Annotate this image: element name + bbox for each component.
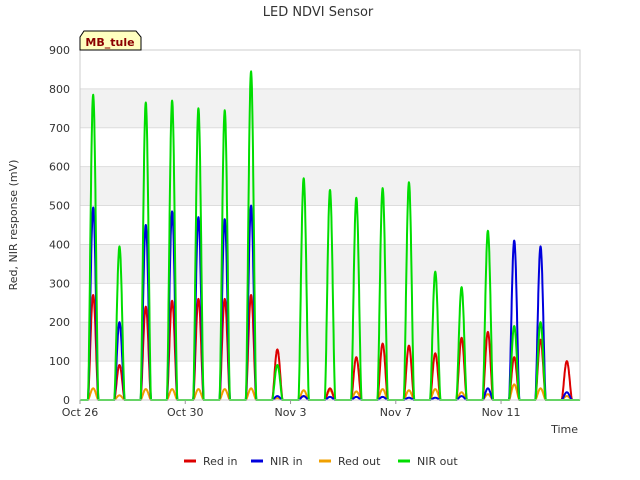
legend-label-red-out: Red out [338, 455, 381, 468]
y-tick-label: 700 [49, 122, 70, 135]
plot-band [80, 50, 580, 89]
plot-band [80, 205, 580, 245]
y-tick-label: 600 [49, 161, 70, 174]
legend-label-nir-out: NIR out [417, 455, 458, 468]
y-tick-label: 800 [49, 83, 70, 96]
badge-shape [79, 30, 142, 51]
station-badge: MB_tule [79, 30, 142, 51]
x-tick-label: Nov 3 [275, 406, 307, 419]
x-axis-ticks: Oct 26 Oct 30 Nov 3 Nov 7 Nov 11 [62, 400, 521, 419]
x-tick-label: Nov 11 [482, 406, 521, 419]
y-tick-label: 0 [63, 394, 70, 407]
legend: Red in NIR in Red out NIR out [184, 455, 458, 468]
plot-frame [79, 49, 581, 401]
legend-label-red-in: Red in [203, 455, 237, 468]
y-tick-label: 300 [49, 277, 70, 290]
plot-band [80, 283, 580, 323]
x-axis-title: Time [550, 423, 578, 436]
y-tick-label: 900 [49, 44, 70, 57]
chart-title: LED NDVI Sensor [263, 5, 374, 20]
y-tick-label: 500 [49, 200, 70, 213]
x-tick-label: Nov 7 [380, 406, 412, 419]
badge-label: MB_tule [85, 36, 134, 49]
plot-band [80, 127, 580, 167]
legend-label-nir-in: NIR in [270, 455, 303, 468]
plot-background [80, 50, 580, 400]
plot-band [80, 244, 580, 284]
y-axis-ticks: 0 100 200 300 400 500 600 700 800 900 [49, 44, 70, 407]
y-tick-label: 400 [49, 238, 70, 251]
y-tick-label: 200 [49, 316, 70, 329]
y-tick-label: 100 [49, 355, 70, 368]
plot-band [80, 88, 580, 128]
x-tick-label: Oct 26 [62, 406, 99, 419]
y-axis-title: Red, NIR response (mV) [7, 160, 20, 291]
plot-band [80, 322, 580, 362]
x-tick-label: Oct 30 [167, 406, 204, 419]
plot-band [80, 361, 580, 400]
